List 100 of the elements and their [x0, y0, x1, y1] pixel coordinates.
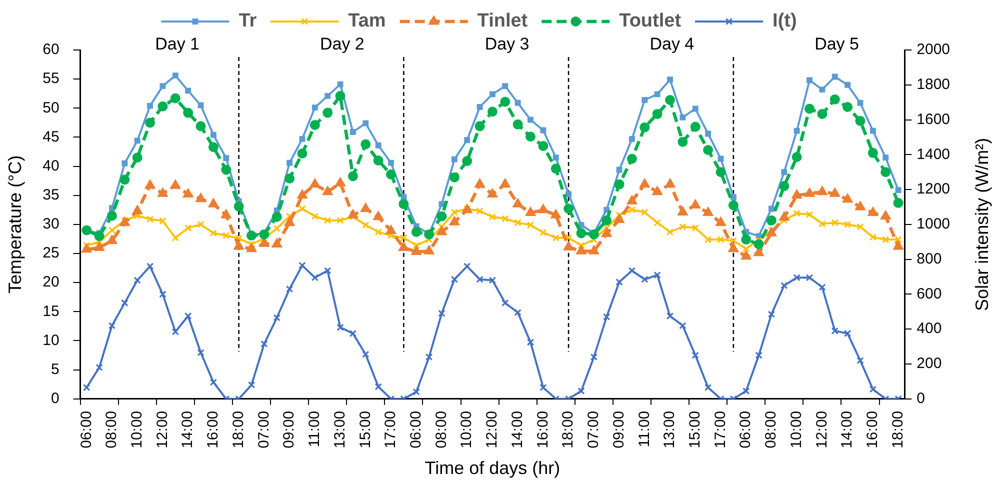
- x-tick-label: 13:00: [661, 410, 678, 448]
- y-tick-label: 35: [42, 186, 60, 204]
- point: [882, 154, 889, 161]
- y-tick-label: 30: [42, 216, 60, 233]
- legend-label: Tinlet: [477, 10, 528, 32]
- x-tick-label: 06:00: [737, 410, 754, 448]
- x-tick-label: 13:00: [331, 410, 348, 448]
- x-tick-label: 14:00: [508, 410, 526, 448]
- x-tick-label: 07:00: [255, 410, 272, 448]
- y-tick-label: 10: [42, 332, 60, 349]
- point: [299, 136, 306, 142]
- y2-tick-label: 1200: [916, 180, 950, 198]
- x-tick-label: 08:00: [762, 410, 780, 448]
- x-tick-label: 08:00: [432, 410, 450, 448]
- point: [528, 116, 534, 123]
- y-tick-label: 45: [42, 128, 60, 146]
- y2-tick-label: 800: [916, 250, 942, 268]
- x-tick-label: 09:00: [280, 410, 298, 448]
- point: [552, 154, 559, 161]
- point: [350, 129, 356, 135]
- legend-label: I(t): [772, 10, 797, 32]
- point: [628, 136, 635, 142]
- point: [476, 104, 483, 110]
- y2-tick-label: 400: [916, 320, 942, 338]
- legend-label: Tr: [238, 10, 258, 32]
- x-tick-label: 14:00: [838, 410, 856, 448]
- point: [362, 120, 369, 126]
- point: [160, 83, 166, 90]
- x-tick-label: 18:00: [230, 410, 247, 448]
- y2-tick-label: 0: [916, 390, 925, 408]
- point: [172, 72, 178, 79]
- point: [134, 138, 140, 144]
- point: [832, 74, 838, 80]
- legend-label: Tam: [348, 10, 386, 32]
- x-axis-title: Time of days (hr): [424, 458, 560, 478]
- y2-tick-label: 1000: [916, 216, 950, 233]
- point: [667, 76, 673, 83]
- y-axis-title: Temperature (°C): [4, 155, 25, 294]
- x-tick-label: 16:00: [204, 410, 222, 448]
- x-tick-label: 16:00: [534, 410, 552, 448]
- point: [616, 166, 622, 173]
- x-tick-label: 12:00: [813, 410, 830, 448]
- x-tick-label: 10:00: [128, 410, 146, 448]
- annotation: Day 1: [155, 34, 200, 54]
- point: [806, 77, 812, 84]
- y2-tick-label: 600: [916, 285, 942, 302]
- point: [781, 169, 788, 176]
- annotation: Day 4: [650, 34, 694, 54]
- annotation: Day 2: [320, 34, 364, 54]
- point: [566, 191, 572, 198]
- x-tick-label: 17:00: [382, 410, 400, 448]
- x-tick-label: 18:00: [560, 410, 577, 448]
- point: [489, 91, 496, 98]
- x-tick-label: 10:00: [458, 410, 476, 448]
- x-tick-label: 17:00: [712, 410, 729, 448]
- point: [654, 91, 660, 98]
- y-tick-label: 25: [42, 244, 60, 262]
- x-tick-label: 18:00: [889, 410, 906, 448]
- point: [540, 127, 546, 134]
- y2-tick-label: 1800: [916, 76, 950, 94]
- point: [730, 194, 736, 200]
- point: [895, 187, 902, 194]
- point: [857, 100, 864, 106]
- point: [324, 92, 331, 99]
- x-tick-label: 09:00: [610, 410, 628, 448]
- y2-tick-label: 200: [916, 355, 942, 372]
- x-tick-label: 11:00: [636, 410, 653, 448]
- point: [870, 128, 876, 134]
- y2-tick-label: 2000: [916, 41, 950, 58]
- x-tick-label: 15:00: [356, 410, 374, 448]
- x-tick-label: 07:00: [585, 410, 602, 448]
- point: [375, 142, 382, 148]
- x-tick-label: 06:00: [78, 410, 95, 448]
- y-tick-label: 50: [42, 99, 60, 116]
- y2-tick-label: 1400: [916, 146, 950, 163]
- x-tick-label: 06:00: [408, 410, 425, 448]
- point: [464, 137, 470, 144]
- point: [692, 106, 698, 112]
- point: [705, 130, 712, 137]
- y-tick-label: 20: [42, 274, 60, 291]
- x-tick-label: 12:00: [154, 410, 171, 448]
- annotation: Day 3: [484, 34, 530, 54]
- point: [122, 160, 128, 166]
- y-tick-label: 40: [42, 157, 60, 174]
- x-tick-label: 14:00: [179, 410, 196, 448]
- x-tick-label: 15:00: [686, 410, 704, 448]
- point: [388, 160, 394, 166]
- point: [794, 128, 800, 134]
- point: [210, 132, 216, 138]
- point: [451, 156, 458, 162]
- x-tick-label: 12:00: [484, 410, 501, 448]
- legend-label: Toutlet: [619, 10, 682, 32]
- y2-tick-label: 1600: [916, 110, 950, 128]
- point: [844, 82, 851, 88]
- y2-axis-title: Solar intensity (W/m²): [972, 138, 992, 311]
- x-tick-label: 10:00: [788, 410, 805, 448]
- point: [223, 155, 230, 162]
- point: [502, 83, 508, 90]
- point: [514, 100, 521, 106]
- x-tick-label: 16:00: [864, 410, 882, 448]
